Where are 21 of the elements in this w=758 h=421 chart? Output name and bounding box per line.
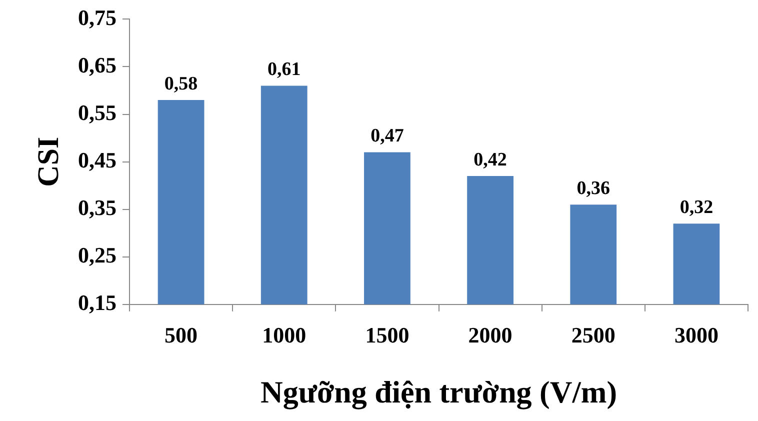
y-tick-label: 0,15 [78, 290, 116, 316]
data-label: 0,61 [268, 59, 301, 80]
y-tick-label: 0,25 [78, 242, 116, 268]
data-label: 0,58 [164, 73, 198, 94]
data-label: 0,42 [474, 149, 507, 170]
x-tick-label: 500 [164, 322, 198, 348]
x-tick-label: 1000 [262, 322, 306, 348]
x-tick-label: 1500 [365, 322, 410, 348]
y-tick-label: 0,65 [78, 52, 116, 78]
data-label: 0,36 [576, 178, 610, 199]
y-axis-title: CSI [32, 136, 65, 187]
y-tick-label: 0,75 [78, 4, 116, 30]
x-tick-label: 2000 [468, 322, 512, 348]
data-label: 0,47 [370, 126, 404, 147]
x-tick-label: 2500 [571, 322, 616, 348]
x-axis-title: Ngưỡng điện trường (V/m) [260, 374, 618, 410]
y-tick-label: 0,55 [78, 100, 116, 125]
data-label: 0,32 [680, 197, 714, 218]
y-tick-label: 0,45 [78, 147, 116, 172]
y-tick-label: 0,35 [78, 195, 116, 220]
x-tick-label: 3000 [674, 322, 718, 348]
